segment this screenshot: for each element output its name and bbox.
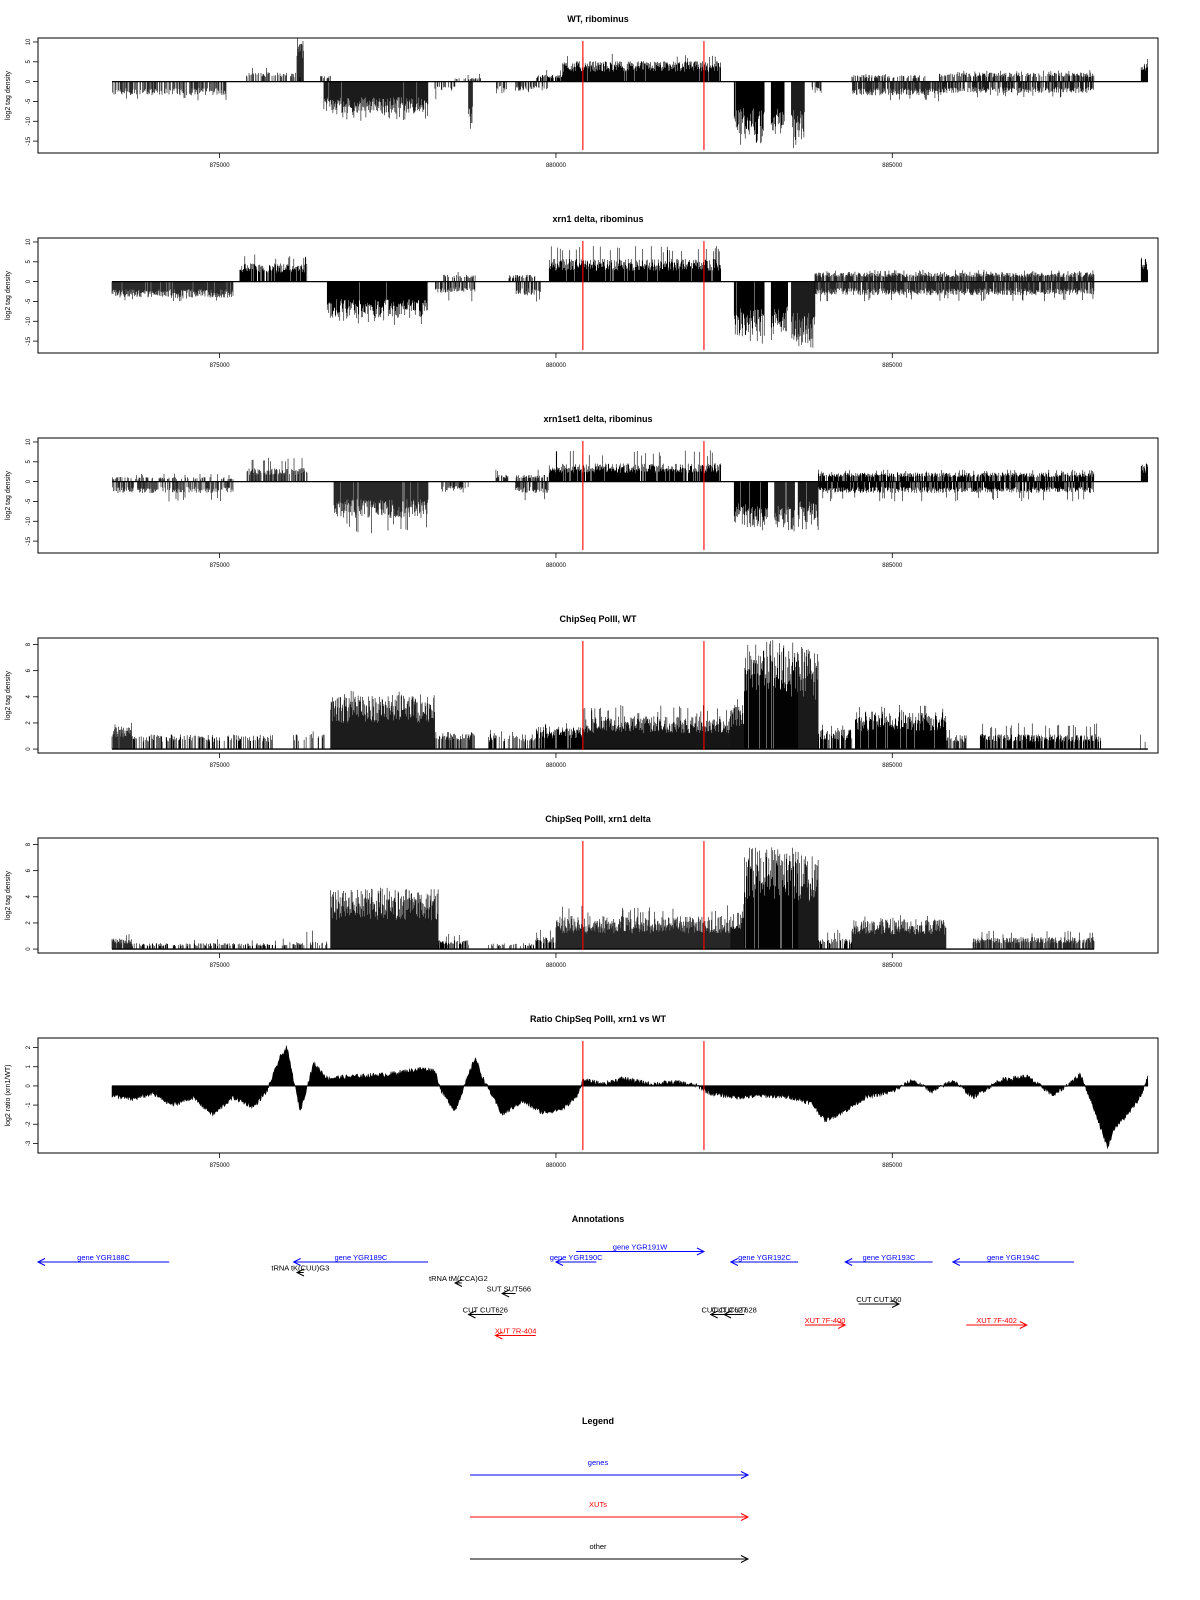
panel-title: WT, ribominus xyxy=(567,14,629,24)
x-tick-label: 875000 xyxy=(210,563,231,569)
y-tick-label: 0 xyxy=(26,279,32,283)
x-tick-label: 875000 xyxy=(210,163,231,169)
plot-frame xyxy=(37,37,1159,154)
y-tick-label: -10 xyxy=(26,316,32,325)
y-tick-label: -10 xyxy=(26,516,32,525)
y-tick-label: 10 xyxy=(26,238,32,245)
data-series xyxy=(111,38,1148,149)
y-tick-label: -15 xyxy=(26,336,32,345)
panel-title: xrn1set1 delta, ribominus xyxy=(543,414,652,424)
y-tick-label: -5 xyxy=(26,298,32,304)
y-tick-label: 0 xyxy=(26,479,32,483)
y-tick-label: 10 xyxy=(26,38,32,45)
x-tick-label: 880000 xyxy=(546,363,567,369)
plot-frame xyxy=(37,237,1159,354)
data-series xyxy=(111,450,1148,534)
y-axis-label: log2 tag density xyxy=(5,270,12,320)
x-tick-label: 880000 xyxy=(546,563,567,569)
panel-3: xrn1set1 delta, ribominus -15 -10 -5 0 5 10 log… xyxy=(5,414,1159,569)
panel-1: WT, ribominus -15 -10 -5 0 5 10 log2 tag densit… xyxy=(5,14,1159,169)
x-tick-label: 880000 xyxy=(546,163,567,169)
y-axis-label: log2 tag density xyxy=(5,470,12,520)
data-series xyxy=(111,246,1148,348)
panel-title: xrn1 delta, ribominus xyxy=(552,214,643,224)
y-tick-label: 5 xyxy=(26,459,32,463)
panel-2: xrn1 delta, ribominus -15 -10 -5 0 5 10 log2 ta… xyxy=(5,214,1159,369)
y-tick-label: 10 xyxy=(26,438,32,445)
plot-frame xyxy=(37,437,1159,554)
y-tick-label: 0 xyxy=(26,79,32,83)
y-axis-label: log2 tag density xyxy=(5,70,12,120)
y-tick-label: -10 xyxy=(26,116,32,125)
y-tick-label: 5 xyxy=(26,59,32,63)
x-tick-label: 885000 xyxy=(882,163,903,169)
x-tick-label: 875000 xyxy=(210,363,231,369)
x-tick-label: 885000 xyxy=(882,363,903,369)
y-tick-label: -5 xyxy=(26,98,32,104)
x-tick-label: 885000 xyxy=(882,563,903,569)
y-tick-label: -5 xyxy=(26,498,32,504)
y-tick-label: -15 xyxy=(26,136,32,145)
y-tick-label: 5 xyxy=(26,259,32,263)
y-tick-label: -15 xyxy=(26,536,32,545)
